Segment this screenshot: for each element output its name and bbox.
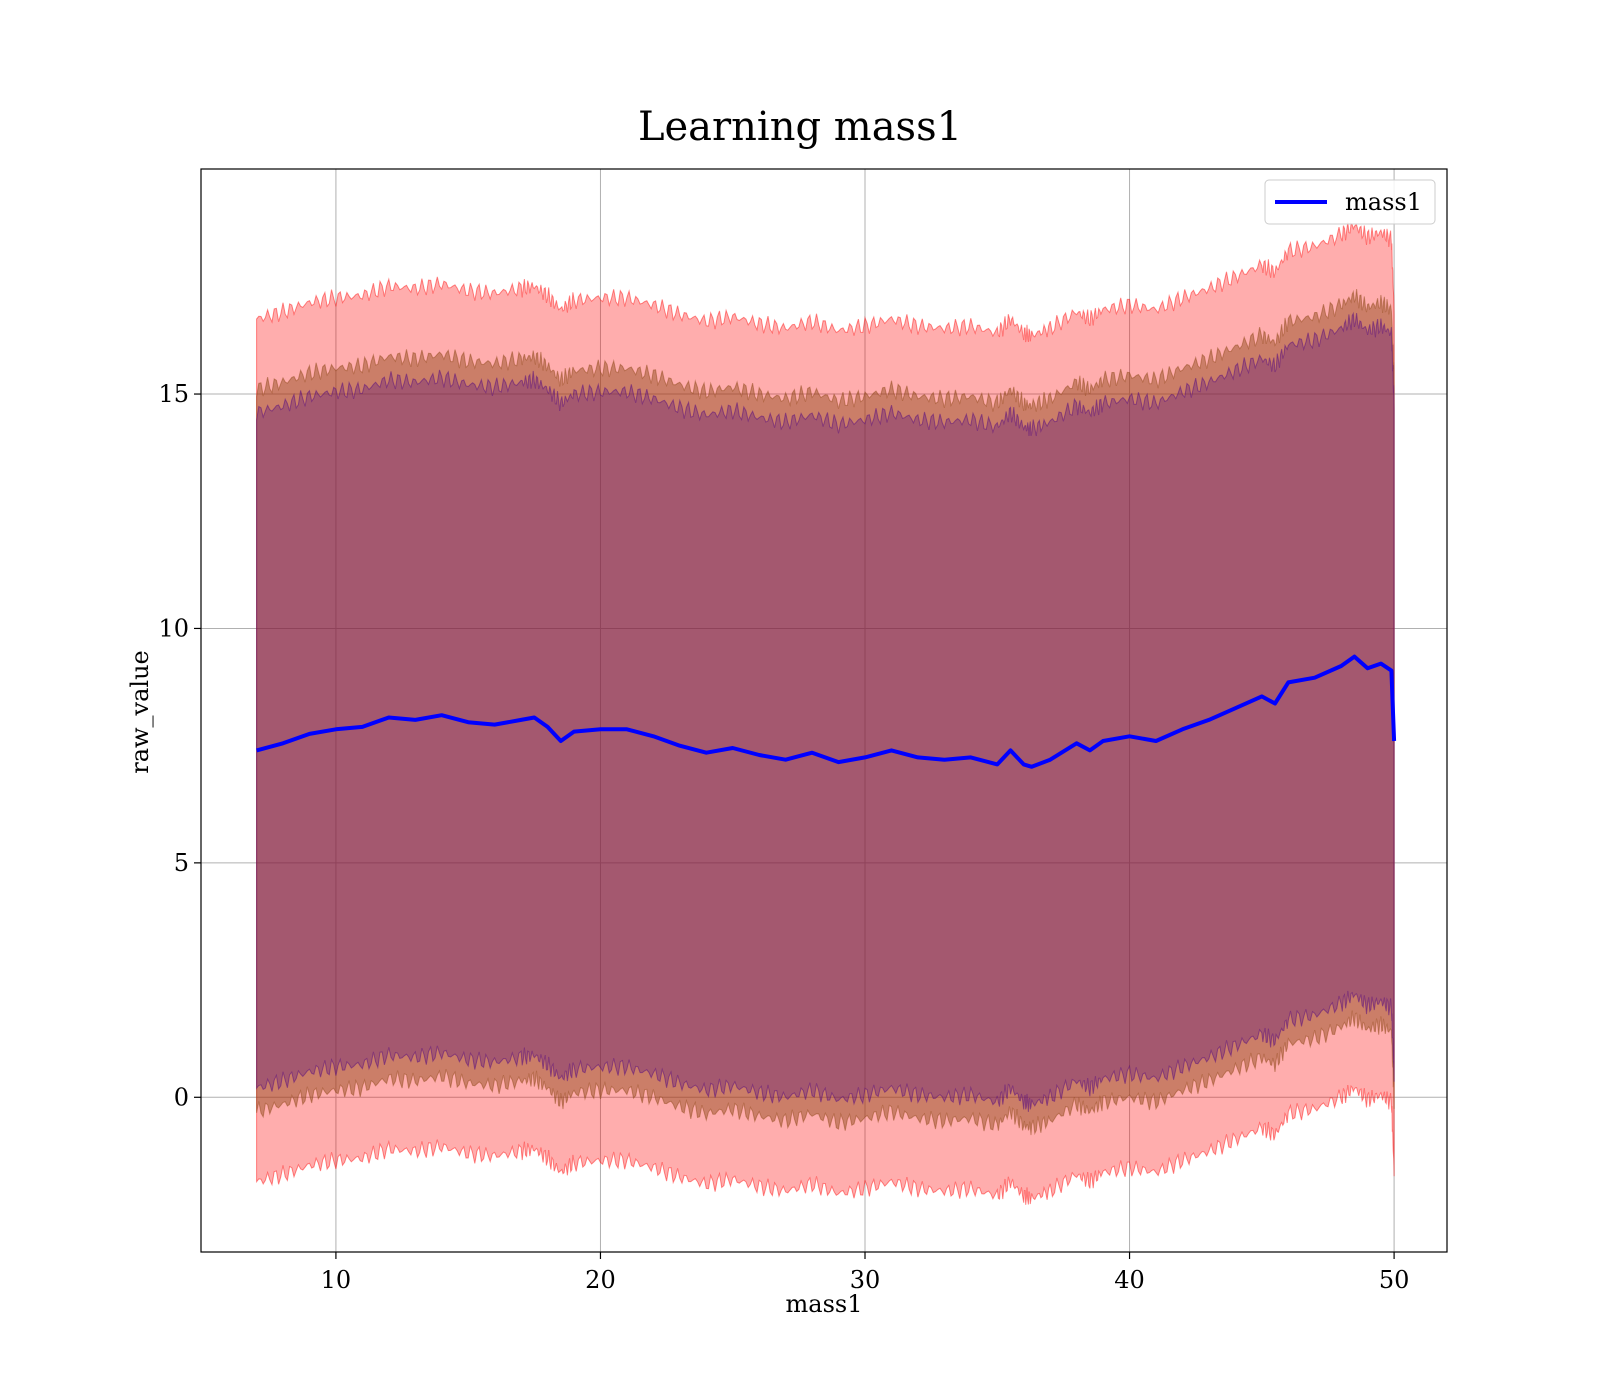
x-tick-label: 10 <box>321 1266 352 1294</box>
chart-title: Learning mass1 <box>638 104 962 150</box>
axis-ticks: 10 20 30 40 50 0 5 10 15 <box>158 380 1409 1294</box>
x-tick-label: 20 <box>585 1266 616 1294</box>
x-axis-label: mass1 <box>786 1290 863 1318</box>
y-tick-label: 10 <box>158 614 189 642</box>
y-tick-label: 15 <box>158 380 189 408</box>
plot-frame <box>200 168 1448 1253</box>
confidence-band-3 <box>256 311 1395 1112</box>
legend: mass1 <box>1264 179 1436 225</box>
y-axis-label: raw_value <box>126 650 154 774</box>
series-line-mass1 <box>256 654 1397 769</box>
confidence-band-1 <box>256 222 1395 1205</box>
confidence-band-2 <box>256 288 1395 1136</box>
x-tick-label: 50 <box>1379 1266 1410 1294</box>
y-tick-label: 0 <box>174 1083 189 1111</box>
legend-label-mass1: mass1 <box>1345 188 1422 216</box>
x-tick-label: 30 <box>850 1266 881 1294</box>
series-lines <box>256 654 1397 769</box>
confidence-bands <box>256 222 1395 1205</box>
legend-box <box>1264 179 1436 225</box>
y-tick-label: 5 <box>174 849 189 877</box>
x-tick-label: 40 <box>1114 1266 1145 1294</box>
